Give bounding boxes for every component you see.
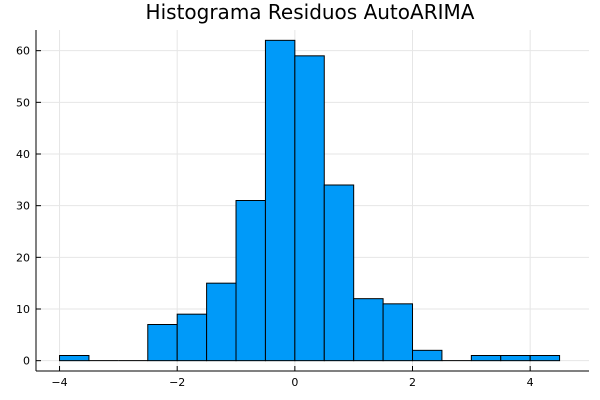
histogram-bar [294, 55, 325, 362]
histogram-bar [470, 355, 502, 362]
histogram-bar [323, 184, 355, 362]
y-tick-label: 50 [16, 96, 30, 109]
y-tick-label: 0 [23, 355, 30, 368]
histogram-bar [353, 298, 384, 362]
histogram-bar [235, 200, 266, 362]
histogram-bar [206, 282, 237, 362]
x-ticks: −4 −2 0 2 4 [51, 366, 534, 389]
histogram-bar [500, 355, 531, 362]
bars [59, 39, 561, 362]
x-tick-label: 4 [527, 376, 534, 389]
histogram-bar [382, 303, 414, 362]
histogram-bar [176, 313, 208, 362]
x-tick-label: 2 [409, 376, 416, 389]
x-tick-label: −2 [169, 376, 185, 389]
histogram-bar [147, 324, 178, 362]
y-tick-label: 40 [16, 148, 30, 161]
histogram-bar [59, 355, 90, 362]
y-tick-label: 60 [16, 45, 30, 58]
x-tick-label: −4 [51, 376, 67, 389]
histogram-bar [264, 39, 296, 362]
y-tick-label: 30 [16, 200, 30, 213]
chart-title: Histograma Residuos AutoARIMA [146, 0, 475, 24]
histogram-bar [529, 355, 561, 362]
x-tick-label: 0 [291, 376, 298, 389]
histogram-bar [412, 349, 443, 362]
y-tick-label: 20 [16, 251, 30, 264]
y-ticks: 0 10 20 30 40 50 60 [16, 45, 41, 368]
axes [35, 30, 589, 372]
y-tick-label: 10 [16, 303, 30, 316]
